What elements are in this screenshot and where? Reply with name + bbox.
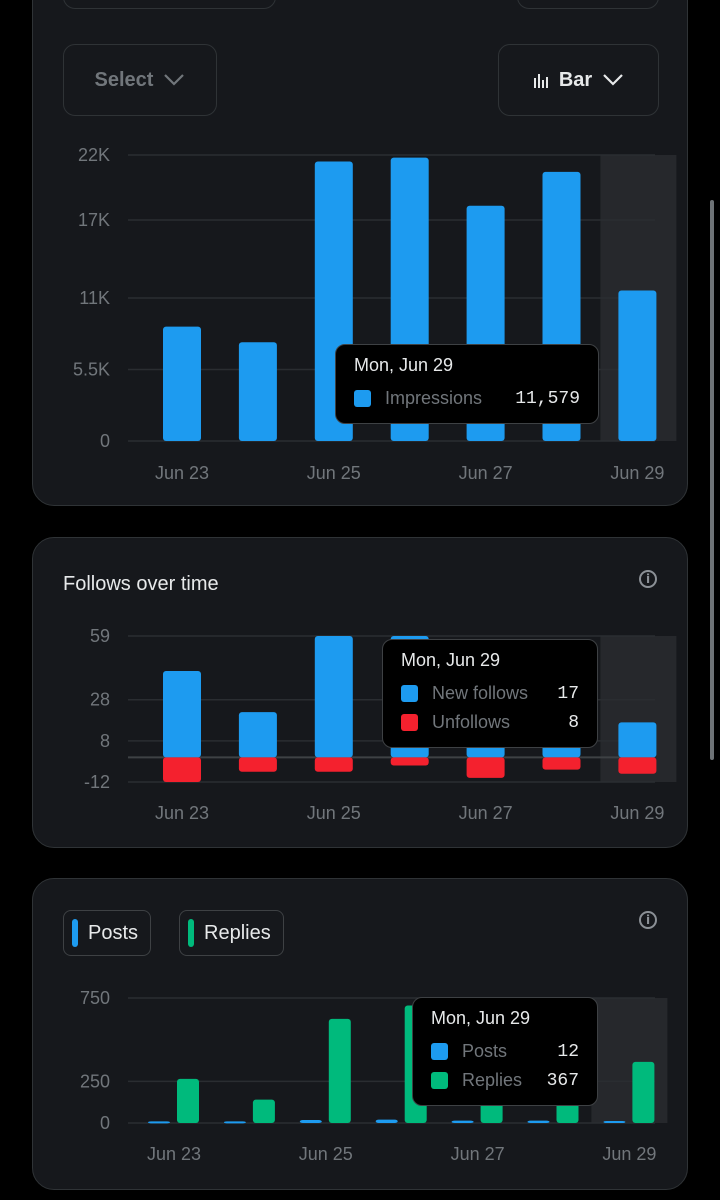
tooltip-series-value: 11,579 — [515, 388, 580, 409]
bar-replies — [177, 1078, 199, 1123]
x-tick-label: Jun 25 — [299, 1144, 353, 1164]
tooltip-series-name: Replies — [462, 1070, 523, 1090]
chevron-down-icon — [164, 74, 185, 86]
tooltip-series-value: 8 — [568, 712, 579, 733]
bar-unfollows — [238, 757, 277, 772]
scrollbar[interactable] — [710, 200, 714, 760]
x-tick-label: Jun 29 — [610, 463, 664, 483]
unfollows-swatch — [401, 714, 418, 731]
info-icon[interactable]: i — [639, 570, 657, 588]
tooltip-row: Posts 12 — [431, 1037, 579, 1066]
y-tick-label: 0 — [100, 1113, 110, 1133]
x-tick-label: Jun 29 — [610, 803, 664, 823]
chevron-down-icon — [603, 74, 623, 86]
bar-posts — [375, 1119, 398, 1123]
bar-unfollows — [314, 757, 353, 772]
tooltip-row: New follows 17 — [401, 679, 579, 708]
posts-swatch — [431, 1043, 448, 1060]
highlight-band — [591, 998, 668, 1123]
bar-new-follows — [618, 722, 657, 758]
x-tick-label: Jun 23 — [147, 1144, 201, 1164]
bar-impressions — [238, 342, 277, 441]
bar-replies — [328, 1018, 351, 1123]
follows-card: Follows over time i -12 8 28 59 Jun 23 Jun 25… — [32, 537, 688, 848]
bar-impressions — [618, 290, 657, 441]
posts-color-bar — [72, 919, 78, 947]
tooltip-date: Mon, Jun 29 — [431, 1008, 531, 1028]
chart-type-dropdown[interactable]: Bar — [498, 44, 659, 116]
x-tick-label: Jun 27 — [459, 463, 513, 483]
follows-tooltip: Mon, Jun 29 New follows 17 Unfollows 8 — [382, 639, 598, 748]
legend-posts[interactable]: Posts — [63, 910, 152, 956]
tooltip-series-name: Unfollows — [432, 712, 511, 732]
posts-replies-tooltip: Mon, Jun 29 Posts 12 Replies 367 — [412, 997, 598, 1106]
y-tick-label: 11K — [79, 288, 110, 308]
y-tick-label: 17K — [78, 210, 110, 230]
bar-unfollows — [466, 757, 505, 778]
y-tick-label: 250 — [80, 1071, 110, 1091]
x-tick-label: Jun 23 — [155, 463, 209, 483]
legend-label: Replies — [204, 921, 271, 944]
replies-color-bar — [188, 919, 194, 947]
x-tick-label: Jun 29 — [602, 1144, 656, 1164]
bar-unfollows — [163, 757, 201, 782]
bar-posts — [148, 1121, 170, 1124]
tooltip-row: Unfollows 8 — [401, 708, 579, 737]
new-follows-swatch — [401, 685, 418, 702]
x-tick-label: Jun 27 — [459, 803, 513, 823]
tooltip-series-value: 367 — [546, 1070, 579, 1091]
x-tick-label: Jun 27 — [451, 1144, 505, 1164]
chart-type-label: Bar — [558, 68, 593, 91]
x-tick-label: Jun 23 — [155, 803, 209, 823]
bar-unfollows — [618, 757, 657, 774]
y-tick-label: 0 — [100, 431, 110, 451]
bar-replies — [632, 1061, 655, 1123]
replies-swatch — [431, 1072, 448, 1089]
bar-unfollows — [542, 757, 581, 770]
y-tick-label: 750 — [80, 988, 110, 1008]
bar-posts — [603, 1121, 626, 1123]
bar-new-follows — [238, 712, 277, 758]
bar-chart-icon — [533, 74, 548, 88]
bar-new-follows — [163, 670, 201, 758]
y-tick-label: 59 — [90, 626, 110, 646]
tooltip-series-value: 12 — [557, 1041, 579, 1062]
tooltip-date: Mon, Jun 29 — [401, 650, 501, 670]
x-tick-label: Jun 25 — [307, 463, 361, 483]
tooltip-series-name: New follows — [432, 683, 529, 703]
y-tick-label: 5.5K — [73, 360, 110, 380]
bar-posts — [223, 1121, 246, 1124]
select-dropdown[interactable]: Select — [63, 44, 217, 116]
bar-posts — [527, 1120, 550, 1123]
tooltip-series-value: 17 — [557, 683, 579, 704]
impressions-swatch — [354, 390, 371, 407]
tooltip-series-name: Impressions — [385, 388, 483, 408]
y-tick-label: 28 — [90, 690, 110, 710]
bar-posts — [299, 1120, 322, 1123]
posts-replies-card: Posts Replies i 0 250 750 Jun 23 Jun 25 Jun 2… — [32, 878, 688, 1190]
legend-replies[interactable]: Replies — [179, 910, 284, 956]
legend-label: Posts — [88, 921, 139, 944]
y-tick-label: 8 — [100, 731, 110, 751]
select-label: Select — [94, 68, 154, 91]
impressions-tooltip: Mon, Jun 29 Impressions 11,579 — [335, 344, 599, 424]
card-title: Follows over time — [63, 573, 219, 595]
y-tick-label: 22K — [78, 145, 110, 165]
y-tick-label: -12 — [84, 772, 110, 792]
info-icon[interactable]: i — [639, 911, 657, 929]
tooltip-series-name: Posts — [462, 1041, 508, 1061]
bar-replies — [252, 1099, 275, 1123]
impressions-card: Select Bar 0 5.5K 11K 17K 22K Jun 23 Jun 25 Jun… — [32, 0, 688, 506]
tooltip-row: Impressions 11,579 — [354, 384, 580, 413]
bar-unfollows — [390, 757, 429, 766]
impressions-chart[interactable]: 0 5.5K 11K 17K 22K Jun 23 Jun 25 Jun 27 Jun 29 — [33, 0, 689, 507]
tooltip-row: Replies 367 — [431, 1066, 579, 1095]
tooltip-date: Mon, Jun 29 — [354, 355, 454, 375]
bar-posts — [451, 1120, 474, 1123]
bar-impressions — [163, 326, 201, 441]
x-tick-label: Jun 25 — [307, 803, 361, 823]
bar-new-follows — [314, 636, 353, 758]
